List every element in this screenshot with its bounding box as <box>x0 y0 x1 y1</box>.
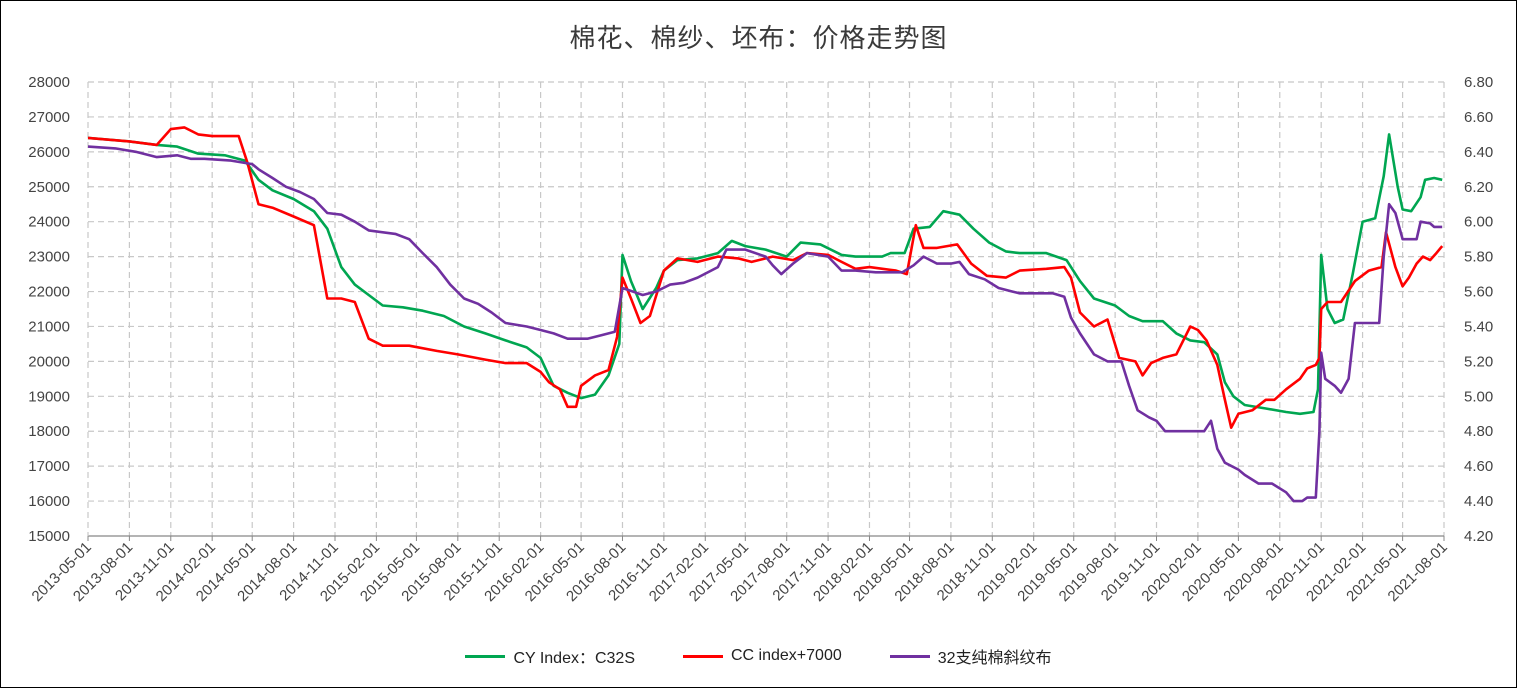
y-left-tick-label: 16000 <box>28 493 70 510</box>
y-left-tick-label: 27000 <box>28 109 70 126</box>
y-right-tick-label: 4.40 <box>1464 493 1493 510</box>
legend-swatch <box>889 654 930 658</box>
y-right-tick-label: 5.40 <box>1464 318 1493 335</box>
legend-item-2: 32支纯棉斜纹布 <box>889 644 1052 668</box>
y-right-tick-label: 5.80 <box>1464 249 1493 266</box>
axes <box>87 82 1445 541</box>
y-left-tick-label: 19000 <box>28 388 70 405</box>
y-left-tick-label: 21000 <box>28 318 70 335</box>
y-left-tick-label: 15000 <box>28 528 70 545</box>
legend-item-0: CY Index：C32S <box>465 644 635 668</box>
y-right-tick-labels: 6.80 6.60 6.40 6.20 6.00 5.80 5.60 5.40 5.20 5.00… <box>1464 74 1493 545</box>
y-right-tick-label: 5.60 <box>1464 284 1493 301</box>
grid-lines <box>88 81 1445 536</box>
y-left-tick-labels: 28000 27000 26000 25000 24000 23000 22000 21000… <box>28 74 70 545</box>
y-left-tick-label: 20000 <box>28 353 70 370</box>
series-line-1 <box>87 126 1444 429</box>
chart-plot-area: 28000 27000 26000 25000 24000 23000 22000 21000… <box>28 74 1493 605</box>
y-left-tick-label: 17000 <box>28 458 70 475</box>
legend-item-1: CC index+7000 <box>683 647 842 665</box>
y-left-tick-label: 26000 <box>28 144 70 161</box>
y-right-tick-label: 6.00 <box>1464 214 1493 231</box>
legend-swatch <box>465 654 506 658</box>
y-left-tick-label: 25000 <box>28 179 70 196</box>
y-right-tick-label: 6.80 <box>1464 74 1493 91</box>
y-left-tick-label: 28000 <box>28 74 70 91</box>
y-right-tick-label: 4.60 <box>1464 458 1493 475</box>
y-right-tick-label: 4.80 <box>1464 423 1493 440</box>
chart-title: 棉花、棉纱、坯布：价格走势图 <box>569 24 948 54</box>
series-line-0 <box>87 133 1443 416</box>
legend-label: CY Index：C32S <box>513 650 635 667</box>
y-right-tick-label: 6.20 <box>1464 179 1493 196</box>
legend: CY Index：C32S CC index+7000 32支纯棉斜纹布 <box>0 644 1517 668</box>
y-right-tick-label: 5.20 <box>1464 353 1493 370</box>
y-left-tick-label: 24000 <box>28 214 70 231</box>
y-left-tick-label: 18000 <box>28 423 70 440</box>
y-left-tick-label: 22000 <box>28 284 70 301</box>
series-line-2 <box>87 145 1443 503</box>
legend-label: 32支纯棉斜纹布 <box>937 650 1052 667</box>
legend-label: CC index+7000 <box>731 647 842 664</box>
y-left-tick-label: 23000 <box>28 249 70 266</box>
series-lines <box>87 126 1444 503</box>
y-right-tick-label: 5.00 <box>1464 388 1493 405</box>
y-right-tick-label: 4.20 <box>1464 528 1493 545</box>
y-right-tick-label: 6.40 <box>1464 144 1493 161</box>
y-right-tick-label: 6.60 <box>1464 109 1493 126</box>
x-tick-labels: 2013-05-012013-08-012013-11-012014-02-01… <box>29 539 1451 605</box>
legend-swatch <box>683 654 723 658</box>
